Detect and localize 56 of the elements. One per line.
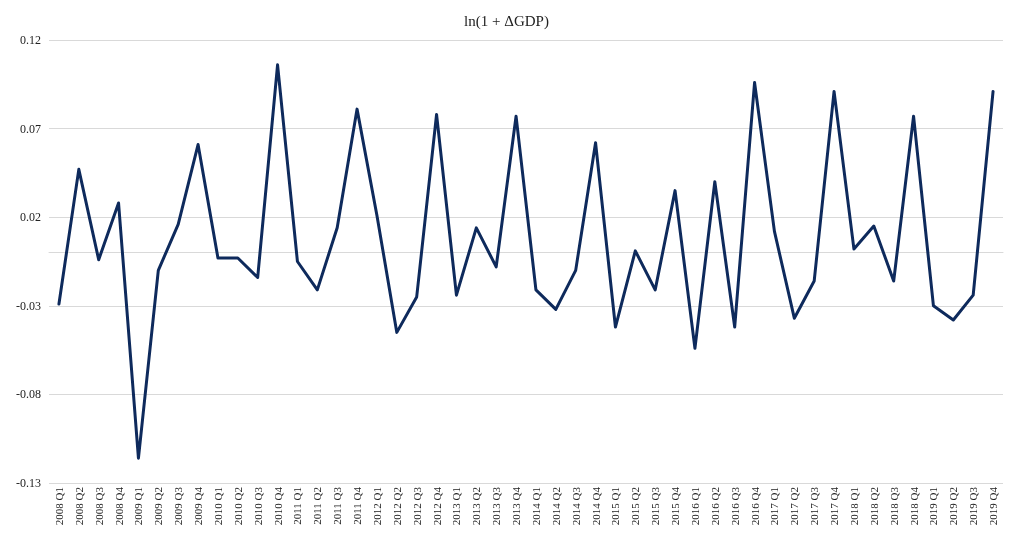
x-tick-label: 2010 Q3 [251,486,264,526]
x-tick-label: 2017 Q1 [768,487,781,526]
x-tick-label: 2009 Q3 [172,486,185,526]
y-tick-label: -0.13 [16,476,41,490]
x-tick-label: 2017 Q3 [808,486,821,526]
y-tick-label: 0.02 [20,210,41,225]
x-tick-label: 2017 Q4 [828,486,841,526]
x-tick-label: 2011 Q4 [351,486,364,525]
x-tick-label: 2019 Q3 [967,486,980,526]
y-tick-label: -0.08 [16,387,41,402]
x-tick-label: 2019 Q1 [927,487,940,526]
x-tick-label: 2016 Q1 [688,487,701,526]
x-tick-label: 2010 Q4 [271,486,284,526]
x-tick-label: 2016 Q2 [708,487,721,526]
x-tick-label: 2009 Q1 [132,487,145,526]
chart-title: ln(1 + ΔGDP) [464,12,549,30]
x-tick-label: 2010 Q2 [231,487,244,526]
x-tick-label: 2018 Q4 [907,486,920,526]
x-tick-label: 2014 Q2 [549,487,562,526]
x-tick-label: 2014 Q1 [529,487,542,526]
x-tick-label: 2019 Q2 [947,487,960,526]
x-tick-label: 2015 Q1 [609,487,622,526]
x-tick-label: 2011 Q3 [331,486,344,525]
x-tick-label: 2015 Q2 [629,487,642,526]
x-tick-label: 2017 Q2 [788,487,801,526]
x-tick-label: 2016 Q3 [728,486,741,526]
x-tick-label: 2015 Q3 [649,486,662,526]
x-tick-label: 2019 Q4 [987,486,1000,526]
x-tick-label: 2013 Q2 [470,487,483,526]
x-tick-label: 2013 Q1 [450,487,463,526]
x-tick-label: 2011 Q2 [311,487,324,525]
x-tick-label: 2013 Q4 [510,486,523,526]
x-tick-label: 2014 Q4 [589,486,602,526]
y-tick-label: -0.03 [16,298,41,313]
x-tick-label: 2015 Q4 [669,486,682,526]
x-tick-label: 2018 Q2 [867,487,880,526]
x-tick-label: 2018 Q3 [887,486,900,526]
x-tick-label: 2016 Q4 [748,486,761,526]
y-tick-label: 0.12 [20,33,41,47]
x-tick-label: 2010 Q1 [211,487,224,526]
x-tick-label: 2008 Q4 [112,486,125,526]
x-tick-label: 2012 Q1 [370,487,383,526]
x-tick-label: 2008 Q1 [52,487,65,526]
line-series [57,63,995,460]
x-tick-label: 2012 Q3 [410,486,423,526]
x-tick-label: 2014 Q3 [569,486,582,526]
x-tick-label: 2012 Q2 [390,487,403,526]
x-tick-label: 2018 Q1 [847,487,860,526]
x-tick-label: 2013 Q3 [490,486,503,526]
x-tick-label: 2009 Q2 [152,487,165,526]
x-tick-label: 2008 Q3 [92,486,105,526]
x-tick-label: 2011 Q1 [291,487,304,525]
x-tick-label: 2008 Q2 [72,487,85,526]
y-tick-label: 0.07 [20,121,41,136]
x-tick-label: 2009 Q4 [192,486,205,526]
x-tick-label: 2012 Q4 [430,486,443,526]
